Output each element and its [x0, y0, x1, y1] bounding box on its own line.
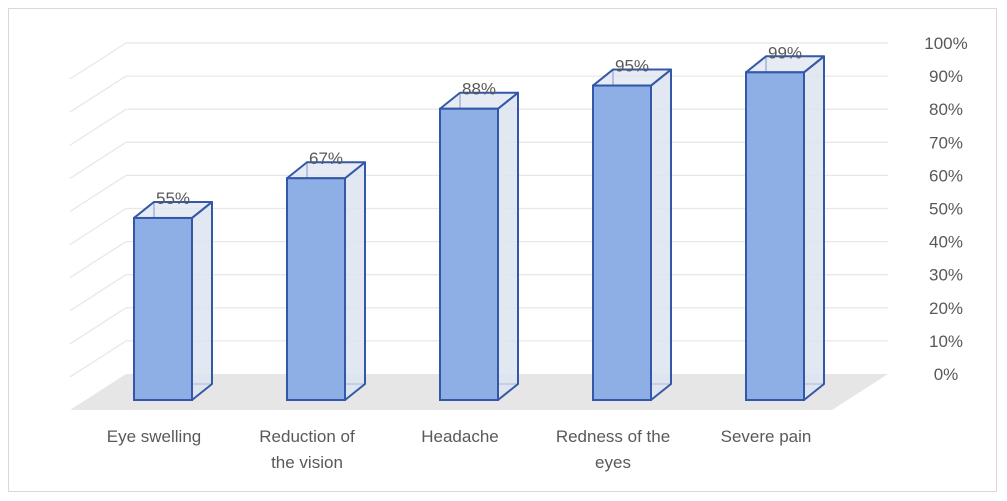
gridline-side — [69, 108, 127, 146]
x-category-label: Reduction of — [259, 427, 355, 446]
bar-front-face — [592, 84, 652, 402]
gridline-side — [69, 274, 127, 312]
x-category-label: Severe pain — [721, 427, 812, 446]
x-category-label: the vision — [271, 453, 343, 472]
y-tick-label: 80% — [929, 100, 963, 119]
x-category-label: Eye swelling — [107, 427, 202, 446]
data-label: 99% — [768, 43, 802, 62]
bar-front-face — [133, 216, 193, 401]
x-category-label: Redness of the — [556, 427, 670, 446]
y-tick-label: 70% — [929, 133, 963, 152]
bar-front-face — [286, 177, 346, 401]
y-tick-label: 60% — [929, 166, 963, 185]
bar — [286, 161, 366, 401]
bar-side-face — [191, 200, 213, 401]
y-tick-label: 0% — [934, 365, 959, 384]
data-label: 95% — [615, 57, 649, 76]
bar-front-face — [439, 107, 499, 401]
y-tick-label: 100% — [924, 34, 967, 53]
y-tick-label: 20% — [929, 299, 963, 318]
data-label: 88% — [462, 80, 496, 99]
y-tick-label: 90% — [929, 67, 963, 86]
bar-side-face — [650, 68, 672, 401]
bar-side-face — [803, 55, 825, 401]
bar — [592, 68, 672, 402]
bar — [745, 55, 825, 401]
bar-side-face — [497, 91, 519, 401]
data-label: 55% — [156, 189, 190, 208]
gridline-side — [69, 241, 127, 279]
gridline-side — [69, 340, 127, 378]
y-tick-label: 10% — [929, 332, 963, 351]
bar — [439, 91, 519, 401]
gridline-side — [69, 141, 127, 179]
y-tick-label: 50% — [929, 200, 963, 219]
x-category-label: Headache — [421, 427, 499, 446]
data-label: 67% — [309, 149, 343, 168]
gridline-side — [69, 307, 127, 345]
gridline-side — [69, 42, 127, 80]
gridline-side — [69, 174, 127, 212]
bar-front-face — [745, 71, 805, 401]
gridline-side — [69, 75, 127, 113]
gridline-side — [69, 207, 127, 246]
bar-side-face — [344, 161, 366, 401]
bar — [133, 200, 213, 401]
y-tick-label: 30% — [929, 266, 963, 285]
y-tick-label: 40% — [929, 233, 963, 252]
x-category-label: eyes — [595, 453, 631, 472]
